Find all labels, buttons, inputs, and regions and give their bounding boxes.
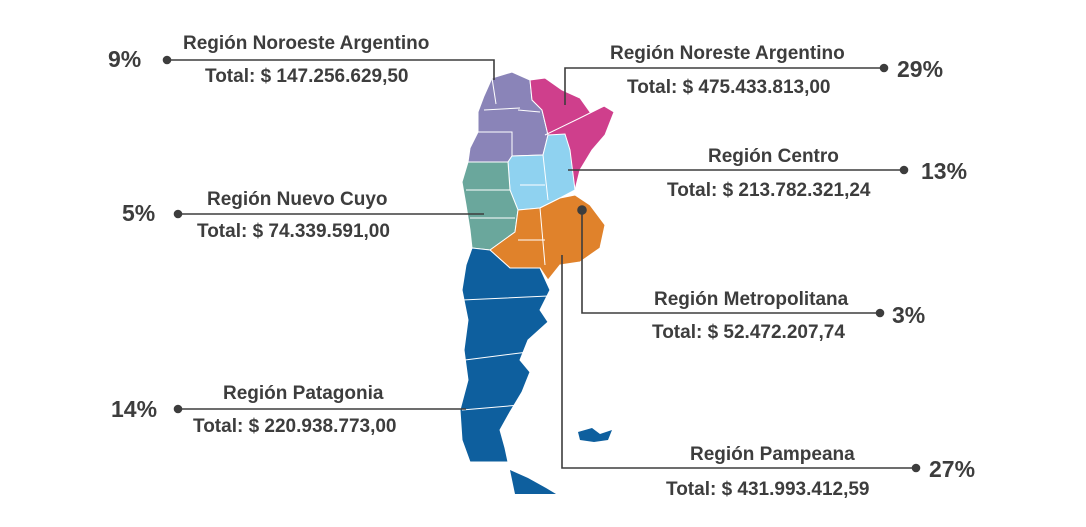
leader-lines (162, 55, 921, 473)
noreste-percent: 29% (897, 56, 944, 82)
noroeste-name: Región Noroeste Argentino (183, 33, 430, 54)
islas-malvinas-shape (578, 428, 612, 442)
region-noreste-shape (529, 77, 615, 196)
pampeana-percent: 27% (929, 456, 976, 482)
noroeste-percent: 9% (108, 46, 142, 72)
patagonia-total: Total: $ 220.938.773,00 (193, 416, 397, 437)
cuyo-total: Total: $ 74.339.591,00 (197, 221, 390, 242)
centro-percent: 13% (921, 158, 968, 184)
centro-total: Total: $ 213.782.321,24 (667, 180, 871, 201)
centro-name: Región Centro (708, 146, 839, 167)
metropolitana-name: Región Metropolitana (654, 289, 849, 310)
tierra-del-fuego-shape (510, 470, 556, 494)
pampeana-total: Total: $ 431.993.412,59 (666, 479, 870, 500)
pampeana-name: Región Pampeana (690, 444, 855, 465)
noroeste-total: Total: $ 147.256.629,50 (205, 66, 409, 87)
cuyo-name: Región Nuevo Cuyo (207, 189, 388, 210)
patagonia-name: Región Patagonia (223, 383, 384, 404)
cuyo-percent: 5% (122, 200, 156, 226)
noreste-name: Región Noreste Argentino (610, 43, 845, 64)
patagonia-percent: 14% (111, 396, 158, 422)
noreste-total: Total: $ 475.433.813,00 (627, 77, 831, 98)
metropolitana-percent: 3% (892, 302, 926, 328)
metropolitana-total: Total: $ 52.472.207,74 (652, 322, 845, 343)
